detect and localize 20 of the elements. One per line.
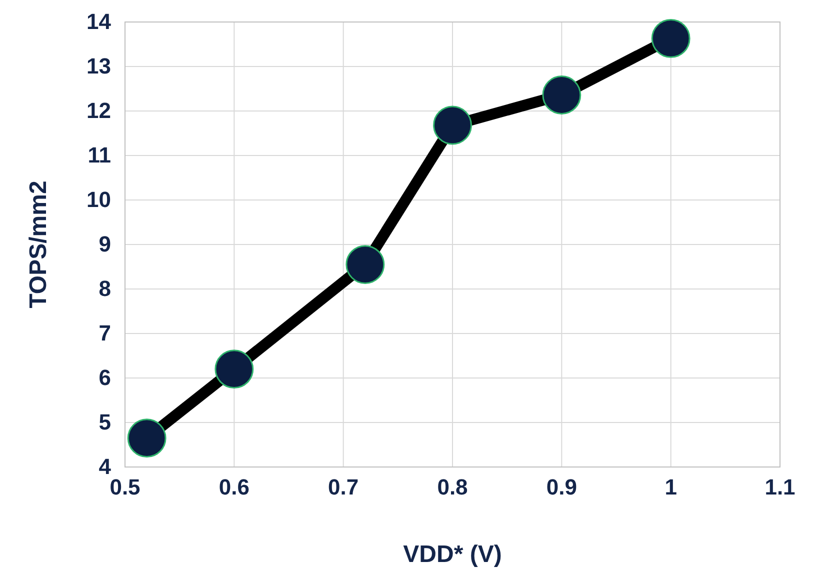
x-tick-label: 1.1 [764,474,796,500]
y-tick-label: 4 [98,454,112,480]
x-axis-title: VDD* (V) [403,541,502,568]
y-tick-label: 10 [86,187,111,212]
y-tick-label: 7 [98,320,111,346]
x-tick-label: 0.9 [546,474,577,500]
y-tick-label: 6 [98,365,111,390]
x-tick-label: 0.6 [218,474,250,500]
y-tick-label: 12 [86,98,111,124]
y-tick-label: 9 [98,232,111,257]
y-tick-label: 13 [86,54,111,79]
y-tick-label: 14 [86,9,112,34]
x-tick-label: 0.8 [437,474,468,500]
x-tick-label: 1 [664,474,677,500]
y-axis-title: TOPS/mm2 [25,180,52,308]
x-tick-label: 0.5 [110,474,140,500]
x-tick-label: 0.7 [328,474,359,500]
y-tick-label: 11 [88,142,111,168]
y-tick-label: 8 [98,276,111,302]
y-tick-label: 5 [98,410,111,435]
